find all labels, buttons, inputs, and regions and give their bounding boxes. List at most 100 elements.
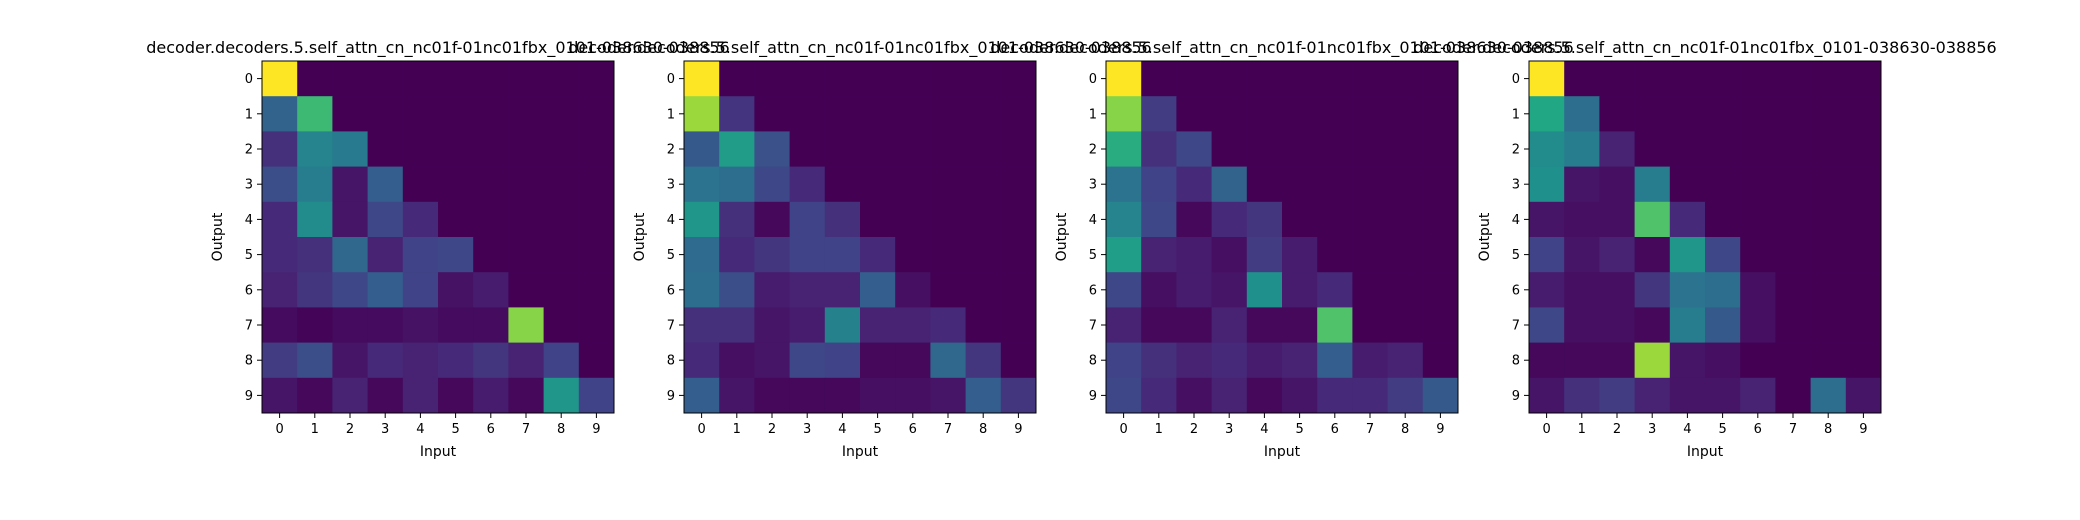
- heatmap-cell: [1282, 201, 1318, 238]
- heatmap-cell: [1529, 96, 1565, 132]
- heatmap-cell: [1564, 166, 1600, 203]
- heatmap-cell: [297, 377, 333, 414]
- heatmap-cell: [1000, 307, 1037, 344]
- plot-frame: [1528, 60, 1882, 414]
- x-tick-label: 4: [1683, 422, 1691, 437]
- heatmap-cell: [402, 377, 439, 414]
- heatmap-cell: [1246, 237, 1283, 273]
- heatmap-cell: [473, 166, 509, 203]
- y-tick-label: 3: [245, 178, 253, 193]
- heatmap-cell: [789, 201, 826, 238]
- heatmap-cell: [578, 96, 615, 132]
- y-tick-label: 6: [667, 283, 675, 298]
- heatmap-cell: [965, 96, 1002, 132]
- heatmap-cell: [684, 307, 720, 344]
- heatmap-cell: [754, 272, 791, 308]
- heatmap-cell: [824, 237, 861, 273]
- heatmap-cell: [332, 377, 369, 414]
- heatmap-cell: [719, 131, 755, 168]
- heatmap-cell: [860, 307, 896, 344]
- heatmap-cell: [789, 131, 826, 168]
- plot-frame: [1105, 60, 1459, 414]
- x-tick-label: 8: [1401, 422, 1409, 437]
- x-tick-label: 6: [1754, 422, 1762, 437]
- y-tick-label: 0: [1089, 72, 1097, 87]
- x-tick-label: 7: [1366, 422, 1374, 437]
- heatmap-cell: [1669, 166, 1706, 203]
- heatmap-cell: [297, 272, 333, 308]
- heatmap-cell: [684, 342, 720, 379]
- heatmap-cell: [754, 96, 791, 132]
- y-tick-label: 9: [1512, 389, 1520, 404]
- heatmap-cell: [895, 61, 931, 97]
- heatmap-cell: [1529, 272, 1565, 308]
- heatmap-cell: [438, 166, 474, 203]
- heatmap-cell: [1387, 307, 1424, 344]
- heatmap-cell: [1246, 342, 1283, 379]
- heatmap-cell: [473, 201, 509, 238]
- x-tick-label: 1: [311, 422, 319, 437]
- heatmap-cell: [719, 307, 755, 344]
- heatmap-cell: [684, 96, 720, 132]
- y-tick-label: 2: [1512, 143, 1520, 158]
- heatmap-cell: [438, 342, 474, 379]
- heatmap-cell: [1317, 201, 1353, 238]
- heatmap-cell: [1176, 272, 1213, 308]
- heatmap-cell: [1352, 377, 1389, 414]
- heatmap-cell: [367, 166, 404, 203]
- heatmap-cell: [1000, 131, 1037, 168]
- heatmap-cell: [930, 237, 967, 273]
- heatmap-cell: [1246, 131, 1283, 168]
- heatmap-cell: [789, 272, 826, 308]
- heatmap-cell: [930, 342, 967, 379]
- heatmap-cell: [1387, 201, 1424, 238]
- heatmap-cell: [1599, 307, 1636, 344]
- heatmap-cell: [1211, 342, 1248, 379]
- heatmap-cell: [1387, 377, 1424, 414]
- heatmap-cell: [367, 201, 404, 238]
- y-tick-label: 0: [667, 72, 675, 87]
- heatmap-cell: [1176, 201, 1213, 238]
- heatmap-cell: [578, 377, 615, 414]
- heatmap-cell: [1000, 166, 1037, 203]
- heatmap-cell: [1845, 166, 1882, 203]
- heatmap-cell: [1775, 166, 1812, 203]
- x-tick-label: 4: [1260, 422, 1268, 437]
- heatmap-cell: [895, 342, 931, 379]
- heatmap-cell: [508, 166, 545, 203]
- heatmap-cell: [1317, 272, 1353, 308]
- heatmap-cell: [930, 272, 967, 308]
- heatmap-cell: [1352, 237, 1389, 273]
- heatmap-cell: [789, 307, 826, 344]
- heatmap-cell: [1387, 342, 1424, 379]
- heatmap-cell: [1246, 201, 1283, 238]
- heatmap-cell: [402, 61, 439, 97]
- heatmap-cell: [1845, 237, 1882, 273]
- heatmap-cell: [1422, 272, 1459, 308]
- heatmap-cell: [1422, 96, 1459, 132]
- heatmap-cell: [508, 96, 545, 132]
- heatmap-cell: [1422, 377, 1459, 414]
- heatmap-cell: [1529, 307, 1565, 344]
- heatmap-cell: [824, 272, 861, 308]
- heatmap-cell: [1705, 201, 1741, 238]
- heatmap-cell: [297, 131, 333, 168]
- heatmap-cell: [1141, 237, 1177, 273]
- heatmap-cell: [1705, 237, 1741, 273]
- heatmap-cell: [332, 166, 369, 203]
- plot-frame: [683, 60, 1037, 414]
- heatmap-cell: [1564, 307, 1600, 344]
- y-tick-label: 5: [1512, 248, 1520, 263]
- heatmap-cell: [965, 237, 1002, 273]
- heatmap-cell: [1387, 131, 1424, 168]
- y-tick-label: 8: [667, 354, 675, 369]
- heatmap-cell: [1634, 131, 1671, 168]
- y-tick-label: 4: [1089, 213, 1097, 228]
- x-axis-label: Input: [842, 444, 879, 460]
- heatmap-cell: [438, 237, 474, 273]
- heatmap-cell: [1422, 166, 1459, 203]
- x-tick-label: 6: [909, 422, 917, 437]
- heatmap-cell: [1599, 377, 1636, 414]
- heatmap-cell: [824, 131, 861, 168]
- heatmap-cell: [332, 342, 369, 379]
